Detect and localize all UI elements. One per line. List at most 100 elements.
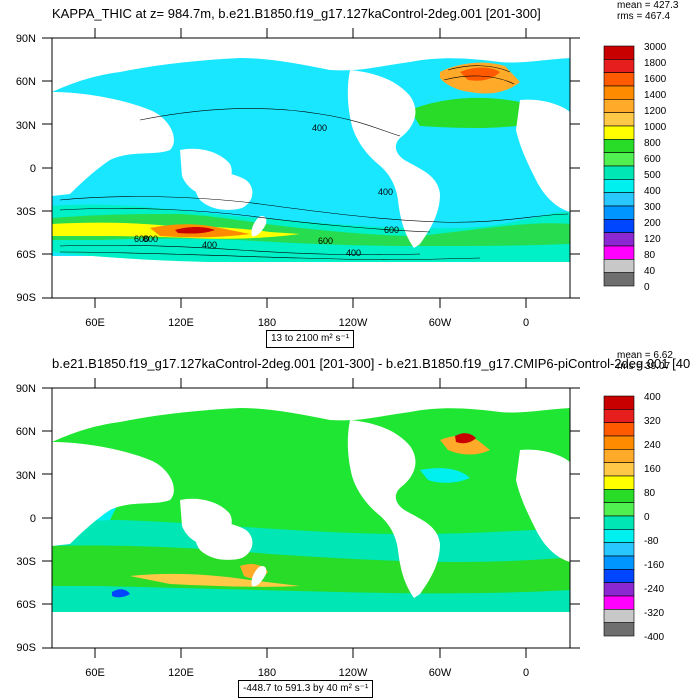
colorbar-label: 1800 bbox=[644, 58, 667, 69]
colorbar-label: 1400 bbox=[644, 90, 667, 101]
colorbar-label: 500 bbox=[644, 170, 661, 181]
colorbar-label: 1000 bbox=[644, 122, 667, 133]
map-figure: 400 400 600 600 400 400 600 800 90N 60N … bbox=[16, 28, 667, 329]
lat-axis: 90N 60N 30N 0 30S 60S 90S bbox=[16, 33, 36, 304]
colorbar-swatch bbox=[603, 72, 635, 87]
colorbar-swatch bbox=[603, 99, 635, 113]
lat-ticks bbox=[42, 37, 580, 299]
contour-label: 600 bbox=[384, 225, 399, 235]
colorbar-label: 600 bbox=[644, 154, 661, 165]
stats-block: mean = 6.62 rms = 39.07 bbox=[617, 350, 673, 372]
mean-label: mean = 427.3 bbox=[617, 0, 679, 11]
lat-label: 60S bbox=[16, 599, 36, 611]
colorbar-swatch bbox=[603, 422, 635, 437]
colorbar-swatch bbox=[603, 179, 635, 193]
contour-label: 800 bbox=[143, 234, 158, 244]
lat-label: 60N bbox=[16, 76, 36, 88]
colorbar-label: 320 bbox=[644, 416, 661, 427]
colorbar-swatch bbox=[603, 165, 635, 180]
lon-label: 60W bbox=[429, 667, 452, 679]
rms-label: rms = 467.4 bbox=[617, 11, 671, 22]
land bbox=[52, 390, 570, 648]
map-panel-bottom: b.e21.B1850.f19_g17.127kaControl-2deg.00… bbox=[0, 350, 700, 700]
range-label: -448.7 to 591.3 by 40 m² s⁻¹ bbox=[238, 680, 374, 698]
map-panel-top: KAPPA_THIC at z= 984.7m, b.e21.B1850.f19… bbox=[16, 0, 679, 348]
lat-label: 90S bbox=[16, 292, 36, 304]
colorbar-swatch bbox=[603, 125, 635, 140]
colorbar-label: 400 bbox=[644, 392, 661, 403]
lon-label: 60E bbox=[85, 667, 105, 679]
colorbar-label: 3000 bbox=[644, 42, 667, 53]
colorbar-label: -320 bbox=[644, 608, 664, 619]
panel-title: KAPPA_THIC at z= 984.7m, b.e21.B1850.f19… bbox=[52, 6, 541, 21]
colorbar-swatch bbox=[603, 555, 635, 570]
colorbar-label: 160 bbox=[644, 464, 661, 475]
colorbar-swatch bbox=[603, 462, 635, 477]
lon-label: 60E bbox=[85, 317, 105, 329]
lon-label: 120W bbox=[339, 667, 368, 679]
colorbar-swatch bbox=[603, 569, 635, 583]
colorbar-swatch bbox=[603, 529, 635, 543]
lat-label: 60S bbox=[16, 249, 36, 261]
colorbar-label: 80 bbox=[644, 250, 656, 261]
colorbar-swatch bbox=[603, 259, 635, 273]
colorbar-swatch bbox=[603, 139, 635, 153]
colorbar-label: 40 bbox=[644, 266, 656, 277]
lon-label: 120E bbox=[168, 667, 194, 679]
colorbar-label: 0 bbox=[644, 512, 650, 523]
colorbar-swatch bbox=[603, 272, 635, 287]
contour-label: 400 bbox=[202, 240, 217, 250]
lon-label: 120W bbox=[339, 317, 368, 329]
colorbar-swatch bbox=[603, 542, 635, 557]
colorbar-label: 80 bbox=[644, 488, 656, 499]
colorbar-swatch bbox=[603, 502, 635, 517]
colorbar-label: 200 bbox=[644, 218, 661, 229]
contour-lines bbox=[59, 65, 569, 260]
colorbar-swatch bbox=[603, 205, 635, 220]
lat-label: 90N bbox=[16, 383, 36, 395]
colorbar-label: 800 bbox=[644, 138, 661, 149]
colorbar-swatch bbox=[603, 59, 635, 73]
colorbar-swatch bbox=[603, 582, 635, 597]
lon-label: 120E bbox=[168, 317, 194, 329]
lat-axis: 90N 60N 30N 0 30S 60S 90S bbox=[16, 383, 36, 654]
lon-label: 0 bbox=[523, 317, 529, 329]
acc-core bbox=[52, 214, 570, 246]
contour-label-group: 400 400 600 600 400 400 600 800 bbox=[134, 123, 399, 258]
lon-label: 180 bbox=[258, 667, 276, 679]
mean-label: mean = 6.62 bbox=[617, 350, 673, 361]
lat-ticks bbox=[42, 387, 580, 649]
lat-label: 30S bbox=[16, 556, 36, 568]
panel-title: b.e21.B1850.f19_g17.127kaControl-2deg.00… bbox=[52, 356, 691, 371]
colorbar-swatch bbox=[603, 409, 635, 423]
colorbar-label: 0 bbox=[644, 282, 650, 293]
lat-label: 90N bbox=[16, 33, 36, 45]
colorbar-swatch bbox=[603, 475, 635, 490]
lat-label: 30N bbox=[16, 120, 36, 132]
colorbar-swatch bbox=[603, 515, 635, 530]
colorbar-swatch bbox=[603, 245, 635, 260]
lon-label: 0 bbox=[523, 667, 529, 679]
colorbar-swatch bbox=[603, 449, 635, 463]
contour-label: 400 bbox=[378, 187, 393, 197]
colorbar-swatch bbox=[603, 489, 635, 503]
colorbar-swatch bbox=[603, 219, 635, 233]
lat-label: 30N bbox=[16, 470, 36, 482]
land bbox=[52, 40, 570, 298]
lon-label: 60W bbox=[429, 317, 452, 329]
map-figure: 90N 60N 30N 0 30S 60S 90S 60E bbox=[16, 378, 664, 679]
acc-red bbox=[175, 227, 215, 234]
lon-axis: 60E 120E 180 120W 60W 0 bbox=[85, 667, 529, 679]
colorbar-label: 300 bbox=[644, 202, 661, 213]
colorbar-swatch bbox=[603, 622, 635, 637]
colorbar-label: 1200 bbox=[644, 106, 667, 117]
colorbar-swatch bbox=[603, 152, 635, 167]
colorbar-label: 120 bbox=[644, 234, 661, 245]
ocean-field bbox=[52, 40, 570, 263]
contour-label: 400 bbox=[312, 123, 327, 133]
colorbar-label: -160 bbox=[644, 560, 664, 571]
colorbar-swatch bbox=[603, 232, 635, 247]
lat-label: 30S bbox=[16, 206, 36, 218]
lon-axis: 60E 120E 180 120W 60W 0 bbox=[85, 317, 529, 329]
colorbar-swatch bbox=[603, 85, 635, 100]
